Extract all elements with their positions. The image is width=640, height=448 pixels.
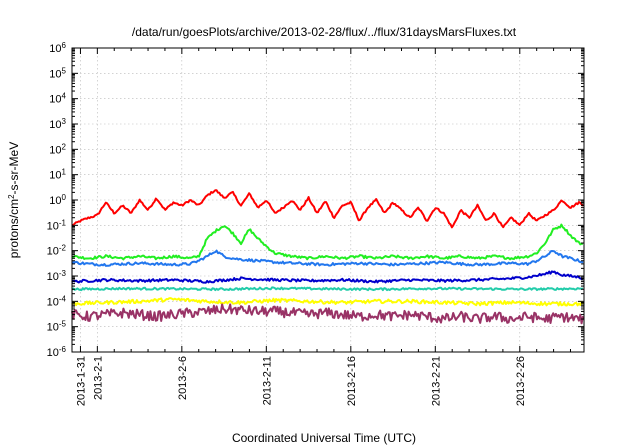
y-tick-label: 10-6 <box>47 345 67 360</box>
x-tick-label: 2013-2-16 <box>346 356 358 406</box>
series-line-5 <box>71 286 584 292</box>
x-tick-label: 2013-1-31 <box>75 356 87 406</box>
x-axis-label: Coordinated Universal Time (UTC) <box>232 431 416 445</box>
series-line-2 <box>72 223 583 261</box>
y-tick-label: 10-1 <box>47 218 67 233</box>
series-line-6 <box>71 297 584 307</box>
series-line-4 <box>71 270 584 284</box>
x-tick-label: 2013-2-11 <box>261 356 273 405</box>
x-tick-label: 2013-2-21 <box>430 356 442 406</box>
y-tick-label: 106 <box>49 41 66 56</box>
series-line-1 <box>72 189 584 229</box>
y-axis-label-superscript: 2 <box>7 194 16 199</box>
grid <box>72 48 584 352</box>
y-tick-label: 10-4 <box>47 294 67 309</box>
chart-title: /data/run/goesPlots/archive/2013-02-28/f… <box>132 25 517 39</box>
series-line-7 <box>71 303 584 325</box>
y-axis-label: protons/cm2-s-sr-MeV <box>7 142 22 258</box>
series-line-3 <box>71 249 584 267</box>
ticks: 10-6 10-5 10-4 10-3 10-2 10-1 100 101 102 103 104 1… <box>47 41 584 406</box>
y-tick-label: 105 <box>49 66 66 81</box>
x-tick-label: 2013-2-26 <box>515 356 527 406</box>
series-layer <box>71 189 584 325</box>
y-tick-label: 102 <box>49 142 66 157</box>
x-tick-label: 2013-2-1 <box>92 356 104 400</box>
y-tick-label: 101 <box>49 167 66 182</box>
y-tick-label: 103 <box>49 117 66 132</box>
y-tick-label: 10-3 <box>47 269 67 284</box>
y-tick-label: 10-5 <box>47 319 67 334</box>
y-tick-label: 10-2 <box>47 243 67 258</box>
y-tick-label: 100 <box>49 193 66 208</box>
svg-text:protons/cm2-s-sr-MeV: protons/cm2-s-sr-MeV <box>7 142 22 258</box>
y-tick-label: 104 <box>49 91 66 106</box>
x-tick-label: 2013-2-6 <box>177 356 189 400</box>
